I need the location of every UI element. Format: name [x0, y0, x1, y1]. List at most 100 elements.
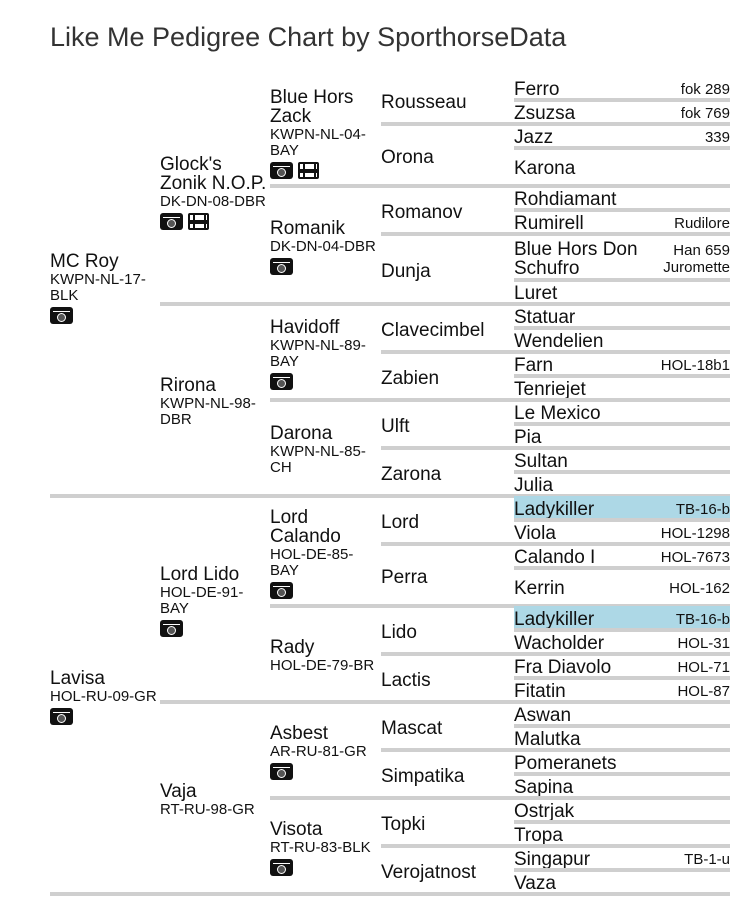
horse-name[interactable]: Julia — [514, 475, 554, 496]
horse-name[interactable]: Lord — [381, 511, 420, 533]
horse-cell-gen5[interactable]: Blue Hors Don Schufro Han 659 Juromette — [514, 234, 730, 280]
horse-cell-gen5[interactable]: Jazz 339 — [514, 124, 730, 148]
horse-cell-gen3[interactable]: Visota RT-RU-83-BLK — [270, 798, 378, 894]
horse-name[interactable]: Karona — [514, 158, 576, 179]
horse-name[interactable]: Sultan — [514, 451, 568, 472]
film-icon[interactable] — [298, 161, 319, 179]
horse-cell-gen3[interactable]: Lord Calando HOL-DE-85-BAY — [270, 496, 378, 606]
horse-cell-gen5[interactable]: Sapina — [514, 774, 730, 798]
film-icon[interactable] — [188, 212, 209, 230]
horse-name[interactable]: Romanov — [381, 201, 463, 223]
horse-cell-gen5[interactable]: Tropa — [514, 822, 730, 846]
horse-cell-gen5[interactable]: Rohdiamant — [514, 186, 730, 210]
horse-name[interactable]: Romanik — [270, 218, 345, 239]
horse-cell-gen5[interactable]: Singapur TB-1-u — [514, 846, 730, 870]
horse-cell-gen5[interactable]: Karona — [514, 148, 730, 186]
horse-name[interactable]: Rousseau — [381, 91, 467, 113]
horse-cell-gen5[interactable]: Ostrjak — [514, 798, 730, 822]
horse-name[interactable]: Malutka — [514, 729, 581, 750]
horse-cell-gen4[interactable]: Perra — [381, 544, 511, 606]
horse-name[interactable]: Simpatika — [381, 765, 465, 787]
horse-cell-gen3[interactable]: Darona KWPN-NL-85-CH — [270, 400, 378, 496]
camera-icon[interactable] — [270, 859, 293, 876]
horse-name[interactable]: Verojatnost — [381, 861, 477, 883]
horse-name[interactable]: Tropa — [514, 825, 563, 846]
horse-cell-gen2[interactable]: Lord Lido HOL-DE-91-BAY — [160, 496, 268, 702]
horse-name[interactable]: Ostrjak — [514, 801, 575, 822]
horse-name[interactable]: Rohdiamant — [514, 189, 617, 210]
horse-cell-gen4[interactable]: Zabien — [381, 352, 511, 400]
horse-cell-gen5[interactable]: Fra Diavolo HOL-71 — [514, 654, 730, 678]
horse-cell-gen4[interactable]: Ulft — [381, 400, 511, 448]
horse-name[interactable]: Asbest — [270, 723, 329, 744]
horse-cell-gen5[interactable]: Calando I HOL-7673 — [514, 544, 730, 568]
horse-name[interactable]: Fitatin — [514, 681, 566, 702]
horse-cell-gen5[interactable]: Ferro fok 289 — [514, 76, 730, 100]
horse-name[interactable]: Pia — [514, 427, 542, 448]
horse-name[interactable]: Aswan — [514, 705, 572, 726]
camera-icon[interactable] — [50, 307, 73, 324]
horse-cell-gen4[interactable]: Zarona — [381, 448, 511, 496]
horse-cell-gen4[interactable]: Clavecimbel — [381, 304, 511, 352]
horse-cell-gen5[interactable]: Statuar — [514, 304, 730, 328]
camera-icon[interactable] — [270, 581, 293, 599]
horse-cell-gen4[interactable]: Lord — [381, 496, 511, 544]
camera-icon[interactable] — [270, 763, 293, 780]
horse-name[interactable]: Glock's Zonik N.O.P. — [160, 153, 267, 194]
horse-cell-gen4[interactable]: Verojatnost — [381, 846, 511, 894]
horse-name[interactable]: Orona — [381, 146, 434, 168]
horse-name[interactable]: Perra — [381, 566, 428, 588]
horse-cell-gen5[interactable]: Pia — [514, 424, 730, 448]
horse-name[interactable]: Farn — [514, 355, 554, 376]
horse-cell-gen5[interactable]: Julia — [514, 472, 730, 496]
horse-name[interactable]: Mascat — [381, 717, 443, 739]
horse-name[interactable]: Fra Diavolo — [514, 657, 612, 678]
camera-icon[interactable] — [270, 258, 293, 275]
horse-name[interactable]: Lido — [381, 621, 417, 643]
camera-icon[interactable] — [160, 620, 183, 637]
horse-cell-gen5[interactable]: Wacholder HOL-31 — [514, 630, 730, 654]
horse-name[interactable]: Lavisa — [50, 668, 105, 689]
horse-cell-gen4[interactable]: Dunja — [381, 234, 511, 304]
horse-cell-gen5[interactable]: Le Mexico — [514, 400, 730, 424]
horse-name[interactable]: Vaza — [514, 873, 556, 894]
camera-icon[interactable] — [270, 161, 293, 179]
horse-cell-gen4[interactable]: Romanov — [381, 186, 511, 234]
horse-cell-gen1[interactable]: Lavisa HOL-RU-09-GR — [50, 496, 158, 894]
horse-cell-gen5[interactable]: Pomeranets — [514, 750, 730, 774]
horse-cell-gen4[interactable]: Rousseau — [381, 76, 511, 124]
horse-cell-gen5[interactable]: Sultan — [514, 448, 730, 472]
horse-cell-gen4[interactable]: Simpatika — [381, 750, 511, 798]
horse-name[interactable]: Dunja — [381, 260, 431, 282]
horse-name[interactable]: Ladykiller — [514, 499, 595, 520]
horse-cell-gen4[interactable]: Topki — [381, 798, 511, 846]
horse-name[interactable]: Rady — [270, 637, 315, 658]
horse-name[interactable]: Pomeranets — [514, 753, 617, 774]
horse-cell-gen4[interactable]: Mascat — [381, 702, 511, 750]
horse-cell-gen5[interactable]: Wendelien — [514, 328, 730, 352]
horse-cell-gen5[interactable]: Ladykiller TB-16-b — [514, 496, 730, 520]
horse-name[interactable]: Ladykiller — [514, 609, 595, 630]
horse-name[interactable]: Zsuzsa — [514, 103, 576, 124]
horse-name[interactable]: Zarona — [381, 463, 442, 485]
horse-name[interactable]: MC Roy — [50, 251, 119, 272]
horse-cell-gen3[interactable]: Romanik DK-DN-04-DBR — [270, 186, 378, 304]
horse-cell-gen1[interactable]: MC Roy KWPN-NL-17-BLK — [50, 76, 158, 496]
horse-cell-gen5[interactable]: Fitatin HOL-87 — [514, 678, 730, 702]
horse-name[interactable]: Viola — [514, 523, 556, 544]
horse-cell-gen5[interactable]: Farn HOL-18b1 — [514, 352, 730, 376]
horse-name[interactable]: Darona — [270, 423, 333, 444]
horse-cell-gen5[interactable]: Vaza — [514, 870, 730, 894]
horse-name[interactable]: Ferro — [514, 79, 560, 100]
horse-name[interactable]: Calando I — [514, 547, 596, 568]
horse-name[interactable]: Jazz — [514, 127, 554, 148]
camera-icon[interactable] — [50, 708, 73, 725]
horse-name[interactable]: Sapina — [514, 777, 574, 798]
horse-cell-gen5[interactable]: Zsuzsa fok 769 — [514, 100, 730, 124]
horse-cell-gen4[interactable]: Lido — [381, 606, 511, 654]
camera-icon[interactable] — [160, 212, 183, 230]
horse-name[interactable]: Rumirell — [514, 213, 584, 234]
horse-name[interactable]: Kerrin — [514, 578, 565, 599]
horse-cell-gen5[interactable]: Viola HOL-1298 — [514, 520, 730, 544]
horse-name[interactable]: Havidoff — [270, 317, 340, 338]
